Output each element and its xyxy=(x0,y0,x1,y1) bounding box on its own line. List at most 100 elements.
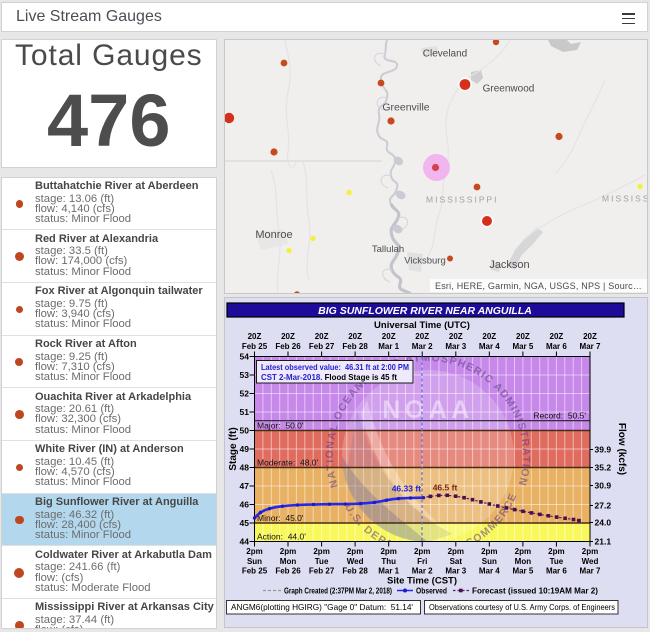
svg-text:46.33 ft: 46.33 ft xyxy=(392,484,421,494)
svg-text:Forecast (issued 10:19AM Mar 2: Forecast (issued 10:19AM Mar 2) xyxy=(472,587,598,596)
svg-text:Graph Created (2:37PM Mar 2, 2: Graph Created (2:37PM Mar 2, 2018) xyxy=(284,587,392,596)
svg-text:Mar 1: Mar 1 xyxy=(378,567,399,576)
svg-text:Universal Time (UTC): Universal Time (UTC) xyxy=(374,320,470,331)
svg-text:2pm: 2pm xyxy=(448,547,464,556)
svg-text:2pm: 2pm xyxy=(582,547,598,556)
svg-text:Feb 26: Feb 26 xyxy=(275,342,301,351)
svg-text:Feb 28: Feb 28 xyxy=(342,342,368,351)
svg-text:Mar 7: Mar 7 xyxy=(580,342,601,351)
svg-text:49: 49 xyxy=(240,444,250,454)
svg-text:Record: 50.5': Record: 50.5' xyxy=(533,410,586,420)
svg-text:MISSISSIPPI: MISSISSIPPI xyxy=(426,195,499,205)
svg-text:Stage (ft): Stage (ft) xyxy=(228,427,239,470)
svg-text:20Z: 20Z xyxy=(382,332,396,341)
svg-text:20Z: 20Z xyxy=(281,332,295,341)
svg-text:48: 48 xyxy=(240,462,250,472)
svg-text:NOAA: NOAA xyxy=(382,396,474,424)
svg-text:Greenwood: Greenwood xyxy=(483,84,535,95)
svg-text:Tallulah: Tallulah xyxy=(372,244,404,255)
svg-text:Sat: Sat xyxy=(450,557,463,566)
svg-text:Mon: Mon xyxy=(515,557,532,566)
svg-text:2pm: 2pm xyxy=(515,547,531,556)
svg-text:27.2: 27.2 xyxy=(595,500,612,510)
svg-text:Observations courtesy of U.S.: Observations courtesy of U.S. Army Corps… xyxy=(429,602,615,612)
svg-text:20Z: 20Z xyxy=(315,332,329,341)
svg-text:Mar 5: Mar 5 xyxy=(512,567,533,576)
svg-text:Mar 6: Mar 6 xyxy=(546,567,567,576)
svg-text:Feb 25: Feb 25 xyxy=(242,567,268,576)
svg-text:35.2: 35.2 xyxy=(595,462,612,472)
svg-text:Minor: 45.0': Minor: 45.0' xyxy=(257,513,304,523)
svg-text:Monroe: Monroe xyxy=(255,229,292,241)
svg-text:45: 45 xyxy=(240,518,250,528)
svg-text:20Z: 20Z xyxy=(348,332,362,341)
svg-text:2pm: 2pm xyxy=(481,547,497,556)
svg-text:47: 47 xyxy=(240,481,250,491)
svg-text:Tue: Tue xyxy=(550,557,564,566)
svg-text:Observed: Observed xyxy=(416,587,447,596)
svg-text:20Z: 20Z xyxy=(482,332,496,341)
svg-text:Feb 27: Feb 27 xyxy=(309,567,335,576)
svg-text:21.1: 21.1 xyxy=(595,536,612,546)
svg-text:51: 51 xyxy=(240,407,250,417)
svg-text:Greenville: Greenville xyxy=(382,102,429,114)
svg-text:Feb 25: Feb 25 xyxy=(242,342,268,351)
svg-text:Mar 4: Mar 4 xyxy=(479,567,500,576)
svg-text:2pm: 2pm xyxy=(414,547,430,556)
svg-text:Action: 44.0': Action: 44.0' xyxy=(257,531,306,541)
svg-text:24.0: 24.0 xyxy=(595,517,612,527)
svg-text:Flow (kcfs): Flow (kcfs) xyxy=(616,423,627,475)
svg-text:Mar 1: Mar 1 xyxy=(378,342,399,351)
svg-text:Mar 4: Mar 4 xyxy=(479,342,500,351)
svg-text:20Z: 20Z xyxy=(516,332,530,341)
svg-text:Fri: Fri xyxy=(417,557,427,566)
svg-text:Thu: Thu xyxy=(381,557,396,566)
svg-text:53: 53 xyxy=(240,370,250,380)
svg-text:50: 50 xyxy=(240,425,250,435)
svg-text:Tue: Tue xyxy=(315,557,329,566)
svg-text:20Z: 20Z xyxy=(415,332,429,341)
svg-text:46: 46 xyxy=(240,499,250,509)
svg-text:Jackson: Jackson xyxy=(489,259,529,271)
svg-text:30.9: 30.9 xyxy=(595,480,612,490)
svg-text:2pm: 2pm xyxy=(246,547,262,556)
svg-text:BIG SUNFLOWER RIVER NEAR ANGUI: BIG SUNFLOWER RIVER NEAR ANGUILLA xyxy=(318,305,532,317)
svg-text:46.5 ft: 46.5 ft xyxy=(433,483,458,493)
svg-text:Wed: Wed xyxy=(347,557,364,566)
svg-text:Feb 27: Feb 27 xyxy=(309,342,335,351)
svg-text:Mar 2: Mar 2 xyxy=(412,567,433,576)
svg-text:54: 54 xyxy=(240,351,250,361)
svg-text:Mar 3: Mar 3 xyxy=(445,342,466,351)
svg-text:Vicksburg: Vicksburg xyxy=(404,256,446,267)
svg-text:CST 2-Mar-2018. Flood Stage is: CST 2-Mar-2018. Flood Stage is 45 ft xyxy=(261,372,397,382)
svg-text:20Z: 20Z xyxy=(583,332,597,341)
svg-text:Sun: Sun xyxy=(482,557,497,566)
svg-text:Mar 2: Mar 2 xyxy=(412,342,433,351)
svg-text:Latest observed value: 46.31: Latest observed value: 46.31 ft at 2:00 … xyxy=(261,362,409,372)
svg-text:44: 44 xyxy=(240,536,250,546)
svg-text:Mar 6: Mar 6 xyxy=(546,342,567,351)
svg-text:Mar 5: Mar 5 xyxy=(512,342,533,351)
svg-text:2pm: 2pm xyxy=(347,547,363,556)
svg-text:Feb 26: Feb 26 xyxy=(275,567,301,576)
svg-text:20Z: 20Z xyxy=(449,332,463,341)
svg-text:Mar 7: Mar 7 xyxy=(580,567,601,576)
svg-text:Cleveland: Cleveland xyxy=(423,49,467,60)
svg-text:Sun: Sun xyxy=(247,557,262,566)
svg-text:Mar 3: Mar 3 xyxy=(445,567,466,576)
svg-text:39.9: 39.9 xyxy=(595,444,612,454)
svg-text:2pm: 2pm xyxy=(313,547,329,556)
svg-text:Mon: Mon xyxy=(280,557,297,566)
svg-text:20Z: 20Z xyxy=(248,332,262,341)
svg-text:2pm: 2pm xyxy=(380,547,396,556)
svg-text:Site Time (CST): Site Time (CST) xyxy=(387,576,457,587)
svg-text:ANGM6(plotting HGIRG) "Gage 0": ANGM6(plotting HGIRG) "Gage 0" Datum: 51… xyxy=(231,602,413,612)
svg-text:52: 52 xyxy=(240,388,250,398)
svg-text:2pm: 2pm xyxy=(548,547,564,556)
svg-text:Major: 50.0': Major: 50.0' xyxy=(257,421,304,431)
svg-text:Feb 28: Feb 28 xyxy=(342,567,368,576)
svg-text:20Z: 20Z xyxy=(550,332,564,341)
svg-text:2pm: 2pm xyxy=(280,547,296,556)
svg-text:Moderate: 48.0': Moderate: 48.0' xyxy=(257,457,319,467)
svg-text:MISSISS: MISSISS xyxy=(602,194,648,204)
